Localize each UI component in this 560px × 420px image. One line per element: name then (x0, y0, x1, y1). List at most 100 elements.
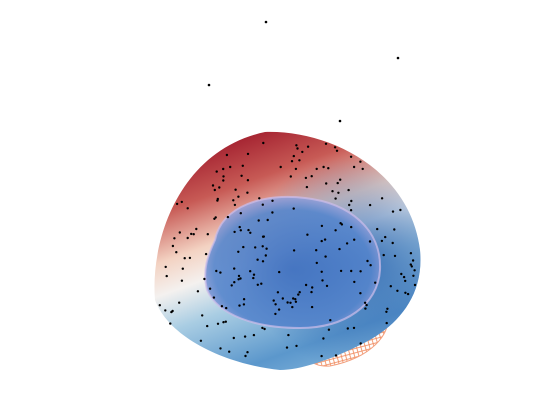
sensor-point (294, 300, 298, 303)
sensor-point (279, 165, 282, 169)
sensor-point (289, 175, 292, 178)
sensor-point (315, 249, 318, 252)
sensor-point (175, 251, 178, 254)
sensor-point (349, 209, 353, 212)
sensor-point (338, 119, 342, 123)
sensor-point (264, 20, 268, 24)
sensor-point (393, 228, 396, 231)
sensor-point (400, 272, 403, 276)
sensor-point (215, 269, 218, 273)
sensor-point (216, 322, 220, 325)
sensor-point (218, 186, 221, 189)
sensor-point (327, 328, 331, 331)
sensor-point (237, 250, 240, 253)
sensor-point (406, 292, 410, 296)
sensor-point (252, 276, 255, 280)
sensor-point (286, 301, 289, 304)
sensor-point (292, 297, 295, 300)
sensor-point (337, 191, 340, 194)
sensor-point (192, 233, 195, 236)
sensor-point (338, 247, 341, 251)
sensor-point (222, 321, 225, 324)
sensor-point (339, 178, 342, 181)
sensor-point (391, 241, 394, 245)
sensor-point (350, 199, 353, 203)
sensor-point (246, 179, 250, 182)
sensor-point (206, 233, 209, 236)
sensor-point (334, 354, 338, 357)
sensor-point (237, 195, 240, 198)
sensor-point (327, 167, 330, 170)
sensor-point (350, 269, 353, 273)
sensor-point (382, 253, 385, 257)
sensor-point (404, 279, 407, 283)
sensor-point (324, 255, 327, 258)
sensor-point (391, 210, 395, 213)
sensor-point (410, 265, 413, 268)
sensor-point (361, 167, 364, 171)
sensor-point (181, 267, 184, 270)
sensor-point (219, 347, 222, 350)
sensor-point (359, 292, 362, 295)
sensor-point (242, 298, 246, 301)
sensor-point (368, 203, 372, 207)
sensor-point (190, 232, 193, 236)
sensor-point (164, 309, 167, 312)
sensor-point (203, 277, 206, 281)
sensor-point (278, 270, 281, 274)
sensor-point (277, 308, 281, 311)
sensor-point (173, 237, 176, 240)
sensor-point (322, 165, 325, 169)
sensor-point (404, 291, 407, 294)
sensor-point (195, 227, 198, 231)
sensor-point (266, 218, 269, 222)
sensor-point (256, 283, 259, 286)
sensor-point (413, 283, 417, 287)
sensor-point (393, 254, 397, 258)
sensor-point (256, 258, 259, 261)
sensor-point (230, 284, 233, 287)
sensor-point (292, 249, 296, 252)
sensor-point (246, 152, 250, 156)
sensor-point (232, 199, 235, 202)
sensor-point (411, 259, 415, 262)
sensor-point (320, 354, 323, 358)
sensor-point (295, 144, 298, 147)
sensor-point (272, 299, 275, 302)
sensor-point (413, 269, 416, 272)
sensor-point (350, 225, 353, 229)
sensor-point (238, 304, 241, 307)
sensor-point (292, 207, 295, 210)
sensor-point (315, 261, 318, 265)
sensor-point (238, 225, 241, 229)
sensor-point (206, 324, 209, 328)
sensor-point (320, 270, 323, 273)
sensor-point (369, 264, 372, 267)
sensor-point (237, 274, 241, 278)
sensor-point (304, 283, 308, 287)
sensor-point (169, 322, 172, 325)
sensor-point (244, 354, 247, 358)
sensor-point (246, 191, 249, 194)
sensor-point (287, 333, 290, 337)
sensor-point (240, 174, 243, 177)
sensor-point (228, 350, 231, 353)
sensor-point (261, 326, 264, 330)
sensor-point (347, 188, 350, 192)
sensor-point (396, 289, 399, 292)
sensor-point (178, 231, 181, 234)
sensor-point (208, 287, 212, 290)
sensor-point (261, 260, 265, 263)
sensor-point (364, 307, 367, 310)
sensor-point (249, 270, 252, 273)
sensor-point (180, 279, 184, 282)
sensor-point (334, 197, 337, 200)
sensor-point (281, 297, 284, 300)
sensor-point (335, 149, 339, 152)
sensor-point (310, 290, 313, 294)
sensor-point (233, 203, 237, 207)
sensor-point (241, 164, 244, 167)
sensor-point (180, 200, 183, 204)
